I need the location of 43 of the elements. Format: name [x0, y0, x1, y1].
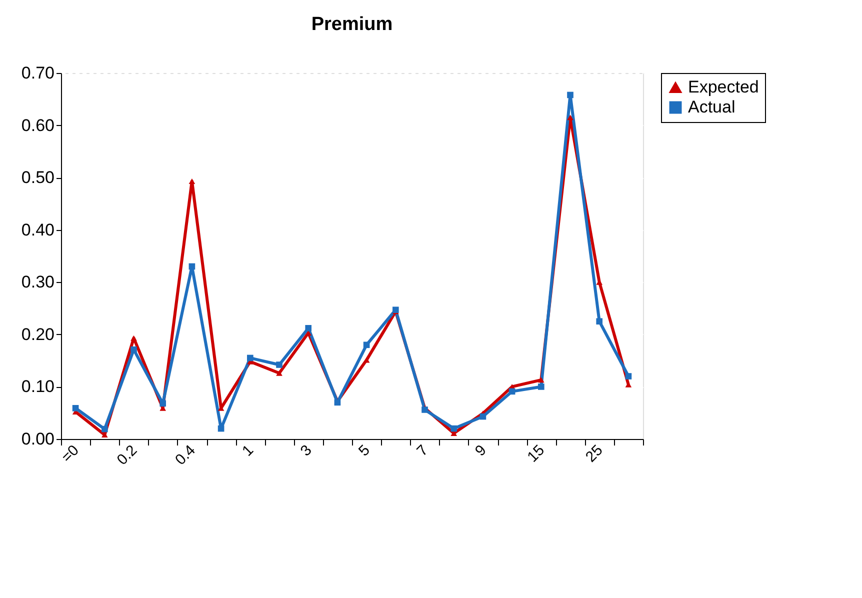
legend-label: Actual: [688, 98, 736, 116]
legend-label: Expected: [688, 78, 759, 96]
point: [538, 377, 544, 383]
x-tick-label: 9: [472, 442, 490, 460]
y-tick-label: 0.30: [21, 272, 54, 292]
point: [596, 318, 603, 325]
point: [160, 400, 166, 407]
y-tick-label: 0.00: [21, 430, 54, 448]
point: [450, 425, 458, 432]
point: [72, 404, 79, 412]
point: [130, 346, 137, 353]
y-tick-label: 0.40: [21, 220, 54, 240]
x-tick-label: 7: [414, 442, 432, 460]
x-tick-label: =0: [58, 442, 82, 466]
x-tick-label: 5: [355, 442, 374, 460]
point: [567, 114, 574, 120]
point: [363, 342, 370, 348]
point: [218, 425, 224, 432]
point: [246, 354, 254, 362]
point: [130, 335, 137, 341]
point: [538, 384, 544, 390]
x-tick-label: 3: [297, 442, 316, 460]
point: [276, 370, 282, 376]
x-tick-label: 0.4: [172, 442, 199, 469]
point: [480, 413, 486, 420]
chart-title: Premium: [311, 14, 393, 35]
point: [508, 388, 516, 395]
point: [276, 362, 282, 368]
x-tick-label: 1: [239, 442, 258, 460]
y-tick-label: 0.60: [21, 116, 54, 135]
point: [305, 324, 312, 332]
point: [188, 178, 196, 184]
point: [101, 426, 108, 432]
y-tick-label: 0.10: [21, 377, 54, 396]
x-tick-label: 15: [524, 442, 548, 466]
point: [625, 373, 632, 380]
x-tick-label: 25: [582, 442, 606, 466]
x-tick-label: 0.2: [114, 442, 141, 469]
y-tick-label: 0.70: [21, 64, 54, 82]
y-tick-label: 0.20: [21, 324, 54, 344]
point: [188, 263, 196, 270]
point: [567, 92, 574, 98]
y-tick-label: 0.50: [21, 168, 54, 188]
